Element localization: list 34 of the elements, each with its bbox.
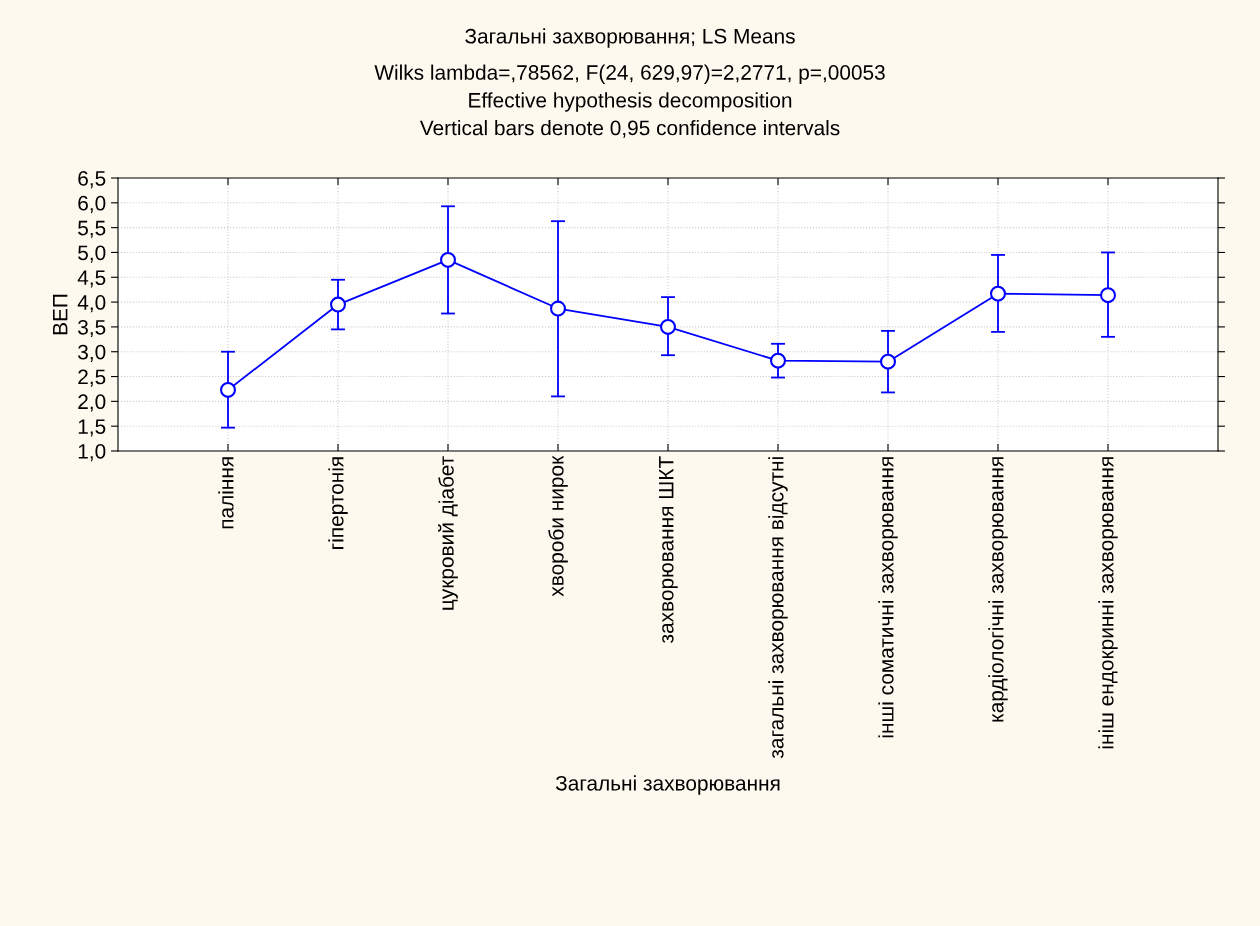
y-tick-label: 6,0 <box>78 195 106 214</box>
point <box>550 300 566 317</box>
y-tick-label: 5,5 <box>78 220 106 238</box>
y-tick-label: 5,0 <box>78 245 106 263</box>
x-tick-label: інші соматичні захворювання <box>878 457 898 738</box>
point <box>440 251 456 268</box>
y-tick-label: 4,0 <box>77 295 106 313</box>
point <box>1100 287 1116 304</box>
chart-subtitle: Wilks lambda=,78562, F(24, 629,97)=2,2771, p=,00053 Effective hypothesis decomposition Vertical bars denote 0,95 confidence intervals <box>374 64 885 138</box>
y-tick-label: 6,5 <box>78 171 106 189</box>
x-tick-label: паління <box>218 457 234 529</box>
x-tick-label: цукровий діабет <box>438 456 458 610</box>
x-tick-label: хвороби нирок <box>548 455 568 597</box>
point <box>660 318 676 335</box>
x-tick-label: ініш ендокринні захворювання <box>1098 457 1118 749</box>
point <box>770 352 786 369</box>
point <box>990 285 1006 302</box>
y-tick-label: 1,0 <box>78 444 106 462</box>
x-tick-label: захворювання ШКТ <box>659 456 678 643</box>
point <box>330 296 346 313</box>
x-axis-title: Загальні захворювання <box>555 775 780 795</box>
y-tick-label: 3,5 <box>78 319 106 338</box>
point <box>880 353 896 370</box>
y-tick-label: 3,0 <box>78 344 106 362</box>
x-tick-label: кардіологічні захворювання <box>988 457 1008 722</box>
y-tick-label: 2,5 <box>78 369 106 387</box>
y-axis-title: ВЕП <box>53 294 68 335</box>
chart-title: Загальні захворювання; LS Means <box>465 28 795 48</box>
y-tick-label: 4,5 <box>77 270 106 288</box>
y-tick-label: 2,0 <box>78 394 106 412</box>
y-tick-label: 1,5 <box>78 419 106 437</box>
x-tick-label: загальні захворювання відсутні <box>768 457 788 759</box>
x-tick-label: гіпертонія <box>328 457 348 549</box>
point <box>220 381 236 398</box>
